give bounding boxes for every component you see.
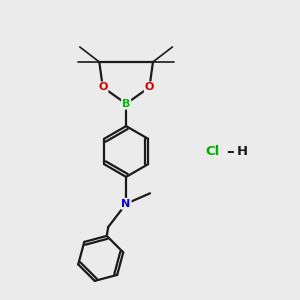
Text: Cl: Cl xyxy=(206,145,220,158)
Text: O: O xyxy=(98,82,107,92)
Text: O: O xyxy=(145,82,154,92)
Text: N: N xyxy=(122,199,131,209)
Text: B: B xyxy=(122,99,130,109)
Text: H: H xyxy=(237,145,248,158)
Text: –: – xyxy=(226,144,234,159)
